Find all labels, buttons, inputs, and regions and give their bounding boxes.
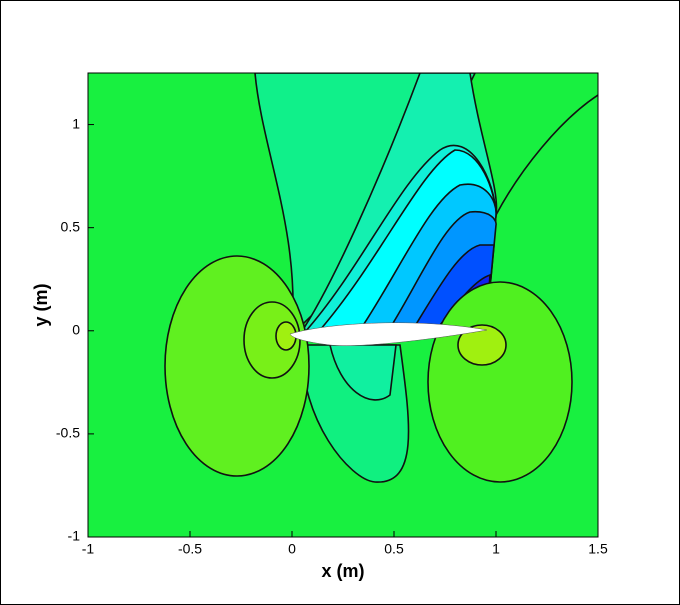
airfoil bbox=[289, 322, 488, 346]
y-axis-title: y (m) bbox=[31, 283, 51, 326]
y-tick-label: 0.5 bbox=[61, 218, 81, 234]
plot-frame bbox=[87, 72, 599, 538]
contour-fill bbox=[329, 344, 397, 401]
contour-fill bbox=[457, 324, 507, 366]
contour-fill bbox=[427, 281, 573, 483]
y-tick-label: -0.5 bbox=[56, 425, 80, 441]
x-tick-label: 0.5 bbox=[384, 541, 404, 557]
y-tick-label: 0 bbox=[72, 321, 80, 337]
x-axis-title: x (m) bbox=[321, 561, 364, 581]
x-tick-label: -1 bbox=[82, 541, 95, 557]
y-tick-label: 1 bbox=[72, 115, 80, 131]
contour-fill bbox=[243, 301, 301, 379]
x-tick-label: -0.5 bbox=[178, 541, 202, 557]
contour-field bbox=[88, 73, 598, 537]
x-tick-label: 1 bbox=[492, 541, 500, 557]
x-tick-label: 1.5 bbox=[588, 541, 608, 557]
x-tick-label: 0 bbox=[288, 541, 296, 557]
y-tick-label: -1 bbox=[68, 528, 81, 544]
contour-line bbox=[495, 94, 598, 216]
